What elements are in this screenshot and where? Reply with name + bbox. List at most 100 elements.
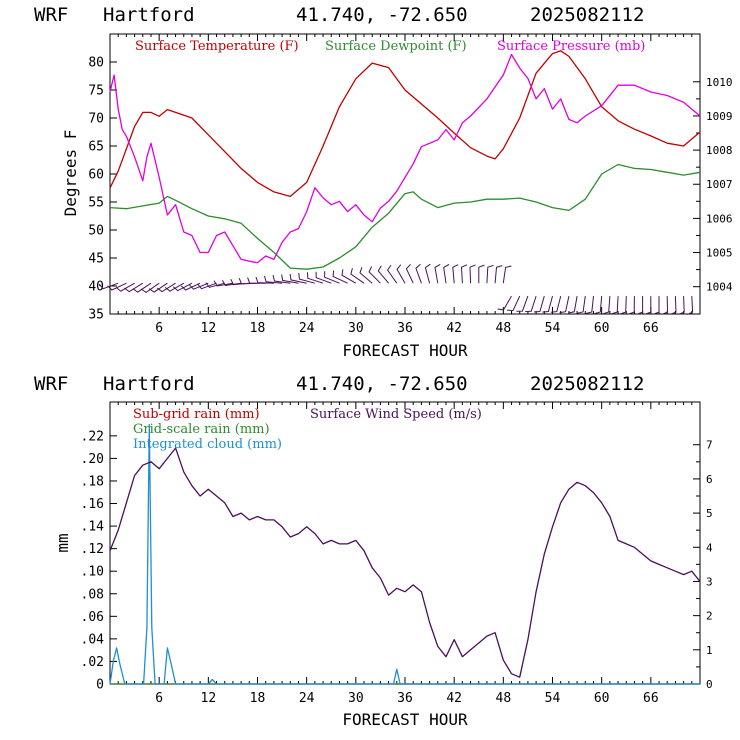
wind-barb: [443, 264, 450, 284]
y-tick-label: 55: [88, 196, 104, 211]
y-tick-label: 40: [88, 280, 104, 295]
series-line-integrated-cloud-mm: [109, 423, 700, 685]
wind-barb: [107, 282, 127, 291]
x-tick-label: 66: [643, 321, 659, 336]
wind-barb: [396, 264, 406, 284]
right-tick-label: 1007: [706, 178, 733, 191]
y-tick-label: 75: [88, 84, 104, 99]
wind-barb: [452, 264, 459, 284]
x-tick-label: 48: [496, 691, 512, 706]
wind-barb: [281, 274, 299, 284]
wind-barbs: [98, 263, 694, 315]
wind-barb: [460, 264, 468, 284]
wind-barb: [148, 282, 168, 293]
x-tick-label: 12: [201, 321, 217, 336]
wind-barb: [486, 264, 494, 284]
wind-barb: [359, 267, 373, 284]
x-tick-label: 6: [155, 691, 163, 706]
wind-barb: [172, 282, 193, 292]
wind-barb: [585, 296, 594, 314]
wind-barb: [156, 282, 176, 293]
series-line-surface-temperature-f: [109, 50, 701, 198]
wind-barb: [670, 296, 677, 315]
wind-barb: [434, 263, 441, 284]
wind-barb: [350, 268, 365, 284]
legend-surface-dewpoint: Surface Dewpoint (F): [325, 39, 467, 54]
wind-barb: [264, 275, 283, 284]
bottom-panel: Sub-grid rain (mm) Grid-scale rain (mm) …: [53, 401, 713, 729]
bottom-title-coords: 41.740, -72.650: [296, 373, 468, 395]
y-tick-label: .10: [81, 565, 104, 580]
x-tick-label: 24: [299, 321, 315, 336]
x-tick-label: 36: [397, 691, 413, 706]
wind-barb: [377, 265, 389, 284]
wind-barb: [197, 282, 217, 290]
y-tick-label: .08: [81, 587, 104, 602]
wind-barb: [189, 282, 209, 290]
top-series: [109, 50, 701, 270]
wind-barb: [653, 296, 660, 315]
wind-barb: [619, 296, 627, 315]
legend-surface-wind-speed: Surface Wind Speed (m/s): [310, 407, 482, 422]
wind-barb: [298, 273, 316, 284]
right-tick-label: 1004: [706, 281, 733, 294]
right-tick-label: 2: [706, 610, 713, 623]
wind-barb: [661, 296, 669, 315]
bottom-right-ticks: 0 1 2 3 4 5 6 7: [693, 439, 713, 691]
top-title-site: Hartford: [103, 4, 195, 26]
wind-barb: [205, 282, 225, 288]
wind-barb: [315, 271, 332, 284]
legend-grid-scale-rain: Grid-scale rain (mm): [133, 422, 270, 437]
wind-barb: [132, 282, 152, 293]
right-tick-label: 0: [706, 678, 713, 691]
wind-barb: [213, 280, 233, 287]
bottom-y-axis-label: mm: [53, 533, 72, 552]
bottom-x-axis-label: FORECAST HOUR: [342, 710, 468, 729]
right-tick-label: 3: [706, 575, 713, 588]
x-tick-label: 18: [250, 691, 266, 706]
wind-barb: [602, 296, 611, 315]
right-tick-label: 1006: [706, 212, 733, 225]
x-tick-label: 60: [594, 691, 610, 706]
wind-barb: [628, 296, 635, 315]
wind-barb: [386, 264, 398, 284]
top-y-axis-label: Degrees F: [61, 130, 80, 217]
y-tick-label: .18: [81, 474, 104, 489]
legend-surface-pressure: Surface Pressure (mb): [497, 39, 645, 54]
wind-barb: [289, 273, 307, 284]
wind-barb: [115, 282, 135, 292]
right-tick-label: 1: [706, 644, 713, 657]
y-tick-label: 35: [88, 308, 104, 323]
legend-sub-grid-rain: Sub-grid rain (mm): [133, 407, 260, 422]
y-tick-label: .22: [81, 429, 104, 444]
x-tick-label: 60: [594, 321, 610, 336]
wind-barb: [124, 282, 144, 293]
right-tick-label: 1009: [706, 110, 733, 123]
y-tick-label: .14: [81, 520, 105, 535]
top-title-coords: 41.740, -72.650: [296, 4, 468, 26]
wind-barb: [577, 296, 586, 314]
y-tick-label: 65: [88, 140, 104, 155]
wind-barb: [478, 264, 485, 284]
wind-barb: [506, 295, 521, 312]
right-tick-label: 1010: [706, 76, 733, 89]
wind-barb: [415, 263, 422, 284]
wind-barb: [542, 295, 553, 313]
y-tick-label: .02: [81, 655, 104, 670]
wind-barb: [272, 274, 291, 284]
x-tick-label: 42: [446, 691, 462, 706]
top-y-ticks: 35 40 45 50 55 60 65 70 75 80: [88, 56, 117, 323]
x-tick-label: 66: [643, 691, 659, 706]
x-tick-label: 24: [299, 691, 315, 706]
wind-barb: [368, 266, 381, 284]
wind-barb: [255, 276, 274, 284]
wind-barb: [98, 282, 119, 290]
wind-barb: [332, 270, 348, 284]
y-tick-label: 70: [88, 112, 104, 127]
wind-barb: [140, 282, 160, 294]
x-tick-label: 48: [496, 321, 512, 336]
y-tick-label: 0: [96, 678, 104, 693]
wind-barb: [247, 277, 266, 284]
wind-barb: [686, 296, 694, 315]
wind-barb: [180, 282, 201, 291]
